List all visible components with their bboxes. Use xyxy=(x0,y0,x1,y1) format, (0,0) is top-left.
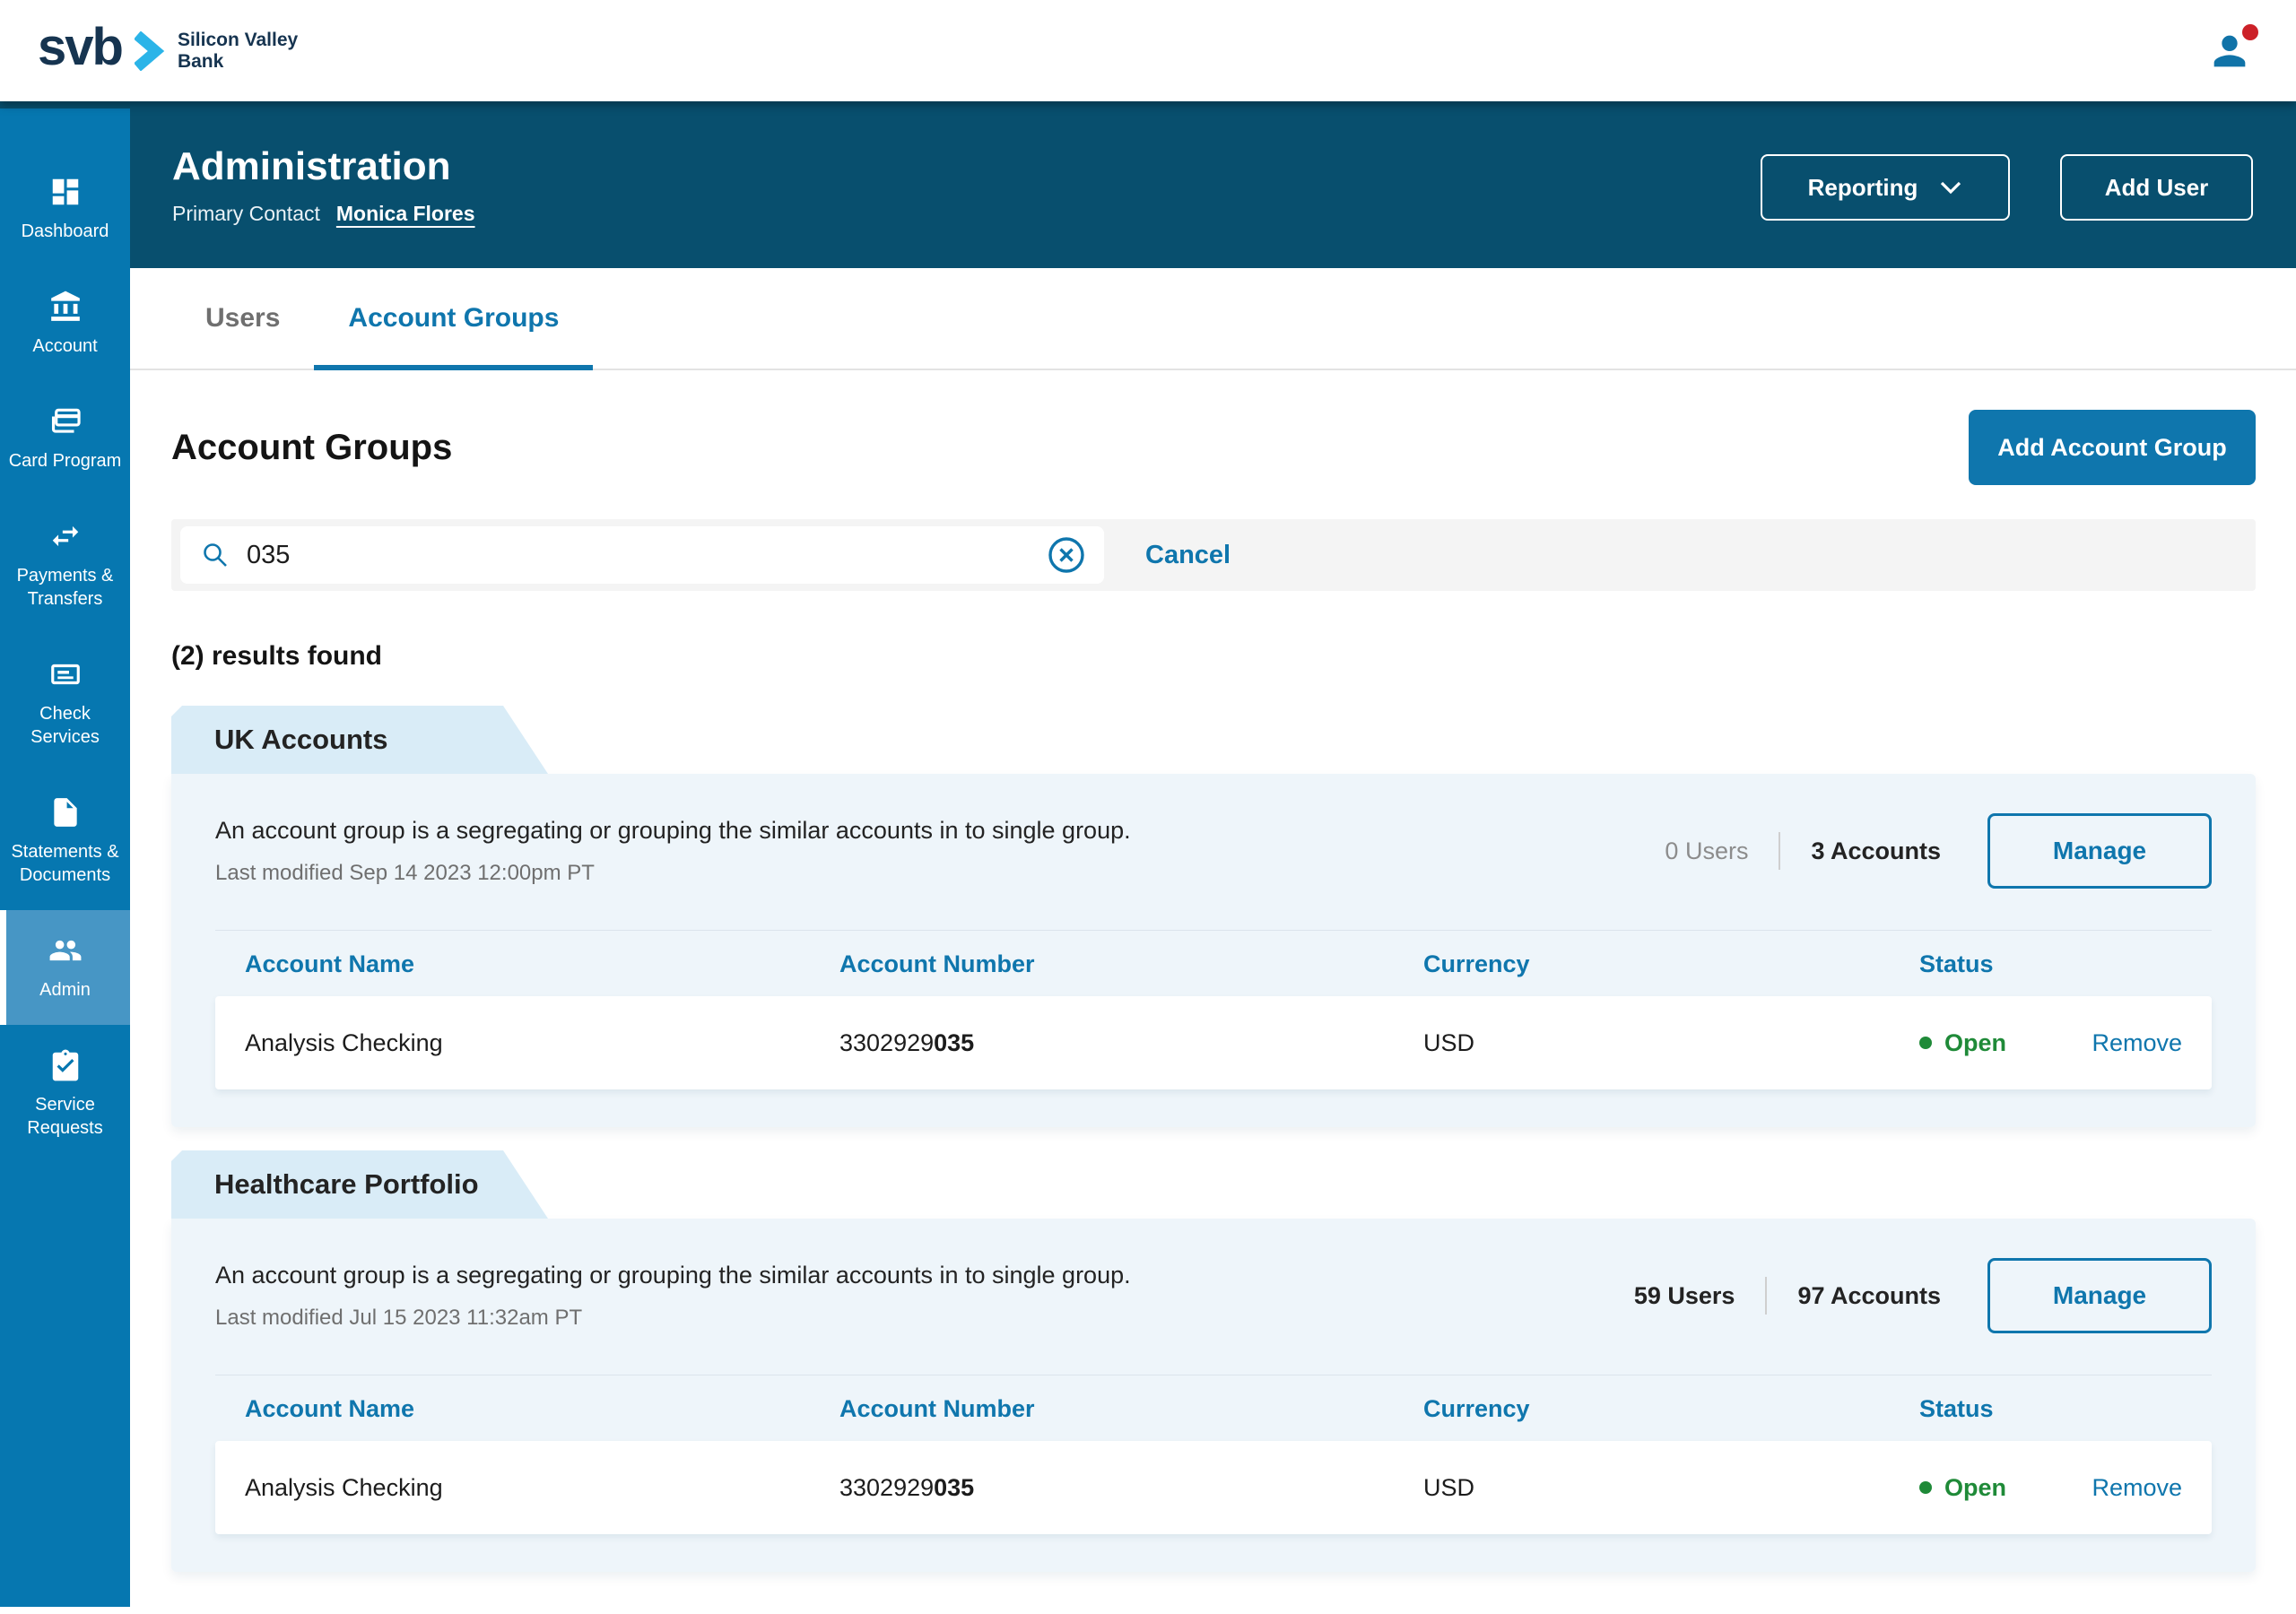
svb-chevron-icon xyxy=(134,30,165,71)
search-band: Cancel xyxy=(171,519,2256,591)
sidebar-item-card-program[interactable]: Card Program xyxy=(0,381,130,496)
bank-icon xyxy=(50,291,80,321)
account-name: Analysis Checking xyxy=(245,1473,443,1501)
account-group-card: UK Accounts An account group is a segreg… xyxy=(171,706,2256,1127)
search-box xyxy=(180,526,1104,584)
reporting-dropdown-button[interactable]: Reporting xyxy=(1761,154,2010,221)
table-row: Analysis Checking 3302929035 USD Open Re… xyxy=(215,1441,2212,1534)
accounts-table: Account Name Account Number Currency Sta… xyxy=(215,930,2212,1089)
check-icon xyxy=(50,664,80,685)
add-user-button[interactable]: Add User xyxy=(2060,154,2253,221)
status-dot-icon xyxy=(1919,1481,1932,1494)
col-account-name: Account Name xyxy=(245,1395,415,1422)
profile-button[interactable] xyxy=(2206,23,2258,74)
clipboard-check-icon xyxy=(52,1049,78,1081)
cancel-search-link[interactable]: Cancel xyxy=(1145,540,1231,569)
group-accounts-count: 97 Accounts xyxy=(1797,1281,1941,1309)
top-bar: svb Silicon Valley Bank xyxy=(0,0,2296,101)
group-accounts-count: 3 Accounts xyxy=(1811,837,1941,864)
group-description: An account group is a segregating or gro… xyxy=(215,1261,1131,1289)
col-account-number: Account Number xyxy=(839,1395,1035,1422)
chevron-down-icon xyxy=(1941,181,1961,195)
account-currency: USD xyxy=(1423,1473,1475,1501)
group-card-body: An account group is a segregating or gro… xyxy=(171,774,2256,1127)
page-title: Administration xyxy=(172,143,451,188)
section-heading: Account Groups xyxy=(171,427,453,467)
account-currency: USD xyxy=(1423,1028,1475,1056)
account-number: 3302929035 xyxy=(839,1028,975,1056)
search-input[interactable] xyxy=(247,540,1047,570)
swap-arrows-icon xyxy=(52,525,78,547)
col-status: Status xyxy=(1919,1395,1994,1422)
manage-group-button[interactable]: Manage xyxy=(1987,1258,2212,1333)
table-row: Analysis Checking 3302929035 USD Open Re… xyxy=(215,996,2212,1089)
svb-logo-mark: svb xyxy=(38,17,124,76)
add-account-group-button[interactable]: Add Account Group xyxy=(1969,410,2256,485)
tab-account-groups[interactable]: Account Groups xyxy=(314,268,594,370)
dashboard-icon xyxy=(52,178,78,205)
status-label: Open xyxy=(1944,1473,2007,1501)
group-card-body: An account group is a segregating or gro… xyxy=(171,1219,2256,1572)
account-name: Analysis Checking xyxy=(245,1028,443,1056)
sidebar-item-admin[interactable]: Admin xyxy=(0,910,130,1025)
primary-contact-link[interactable]: Monica Flores xyxy=(335,201,475,225)
accounts-table-header: Account Name Account Number Currency Sta… xyxy=(215,930,2212,996)
group-name: Healthcare Portfolio xyxy=(214,1168,479,1200)
col-account-number: Account Number xyxy=(839,950,1035,977)
account-number-match: 035 xyxy=(934,1028,975,1056)
group-card-tab: Healthcare Portfolio xyxy=(171,1150,548,1219)
account-number: 3302929035 xyxy=(839,1473,975,1501)
group-last-modified: Last modified Sep 14 2023 12:00pm PT xyxy=(215,860,595,885)
group-last-modified: Last modified Jul 15 2023 11:32am PT xyxy=(215,1305,583,1330)
sidebar-item-check-services[interactable]: Check Services xyxy=(0,634,130,772)
status-label: Open xyxy=(1944,1028,2007,1056)
group-card-tab: UK Accounts xyxy=(171,706,548,774)
primary-contact: Primary Contact Monica Flores xyxy=(172,202,475,226)
remove-account-link[interactable]: Remove xyxy=(2092,1473,2182,1501)
group-name: UK Accounts xyxy=(214,724,388,755)
sidebar-nav: Dashboard Account Card Program Payments … xyxy=(0,108,130,1607)
accounts-table: Account Name Account Number Currency Sta… xyxy=(215,1375,2212,1534)
stat-divider xyxy=(1779,832,1781,870)
group-description: An account group is a segregating or gro… xyxy=(215,816,1131,844)
col-currency: Currency xyxy=(1423,950,1530,977)
account-status: Open xyxy=(1919,1474,2092,1502)
col-account-name: Account Name xyxy=(245,950,415,977)
sidebar-item-statements-documents[interactable]: Statements & Documents xyxy=(0,772,130,910)
sidebar-item-service-requests[interactable]: Service Requests xyxy=(0,1025,130,1163)
person-icon xyxy=(2213,35,2246,66)
sidebar-item-account[interactable]: Account xyxy=(0,266,130,381)
sidebar-item-dashboard[interactable]: Dashboard xyxy=(0,152,130,266)
col-status: Status xyxy=(1919,950,1994,977)
content-area: Account Groups Add Account Group Cancel xyxy=(130,370,2296,1572)
primary-contact-label: Primary Contact xyxy=(172,201,320,225)
people-icon xyxy=(49,940,81,961)
group-users-count: 59 Users xyxy=(1633,1281,1735,1309)
clear-search-button[interactable] xyxy=(1047,535,1086,575)
manage-group-button[interactable]: Manage xyxy=(1987,813,2212,889)
sidebar-item-payments-transfers[interactable]: Payments & Transfers xyxy=(0,496,130,634)
page-header: Administration Primary Contact Monica Fl… xyxy=(0,101,2296,268)
main-area: Administration Primary Contact Monica Fl… xyxy=(0,101,2296,1614)
results-count: (2) results found xyxy=(171,641,383,671)
cards-icon xyxy=(51,408,81,433)
account-status: Open xyxy=(1919,1029,2092,1057)
group-users-count: 0 Users xyxy=(1665,837,1749,864)
stat-divider xyxy=(1765,1277,1768,1315)
account-number-match: 035 xyxy=(934,1473,975,1501)
search-icon xyxy=(204,543,227,567)
col-currency: Currency xyxy=(1423,1395,1530,1422)
tab-users[interactable]: Users xyxy=(205,303,281,333)
clear-circle-x-icon xyxy=(1048,537,1084,573)
notification-dot xyxy=(2242,23,2258,40)
account-group-card: Healthcare Portfolio An account group is… xyxy=(171,1150,2256,1572)
svb-logo: svb Silicon Valley Bank xyxy=(38,17,299,81)
tabs-bar: Users Account Groups xyxy=(130,268,2296,370)
document-icon xyxy=(53,798,77,827)
status-dot-icon xyxy=(1919,1037,1932,1049)
accounts-table-header: Account Name Account Number Currency Sta… xyxy=(215,1375,2212,1441)
remove-account-link[interactable]: Remove xyxy=(2092,1028,2182,1056)
svb-logo-name: Silicon Valley Bank xyxy=(177,29,299,72)
